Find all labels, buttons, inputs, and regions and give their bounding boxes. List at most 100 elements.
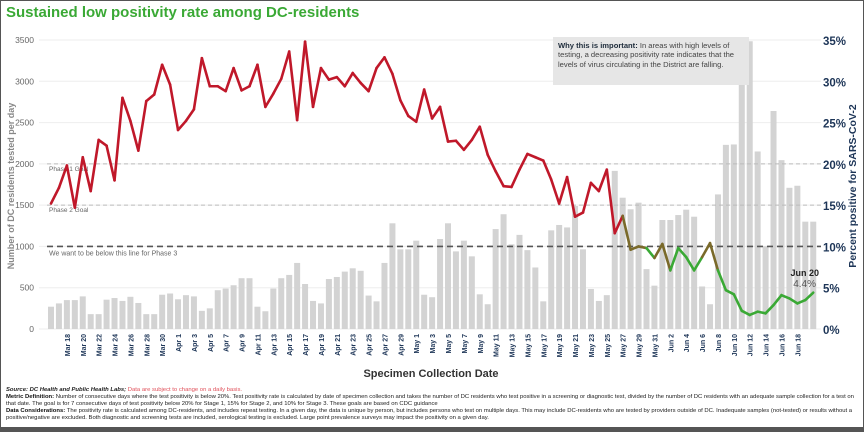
bar-may-14 [516,234,523,329]
x-tick-label: Apr 25 [367,334,374,356]
bar-mar-16 [48,306,54,329]
bar-jun-17 [786,187,793,329]
bar-jun-14 [762,246,769,329]
x-tick-label: Jun 2 [668,334,675,352]
right-tick-label: 25% [823,119,846,131]
line-segment [438,105,450,143]
line-segment [740,309,752,317]
line-segment [502,184,513,189]
bar-mar-31 [167,293,174,329]
line-segment [478,125,490,157]
line-segment [184,108,196,123]
line-segment [335,75,347,88]
line-segment [264,92,275,109]
x-tick-label: Apr 23 [351,334,358,356]
x-tick-label: May 21 [573,334,580,357]
x-tick-label: Apr 17 [303,334,310,356]
bar-may-13 [508,244,515,329]
bar-apr-9 [238,278,245,329]
x-tick-label: Jun 8 [716,334,723,352]
line-segment [653,242,664,260]
line-segment [613,214,624,235]
line-segment [803,291,815,302]
right-tick-label: 20% [823,160,846,172]
bar-may-8 [468,256,475,329]
left-tick-label: 2000 [15,159,34,169]
x-tick-label: May 1 [414,334,421,354]
bar-apr-5 [206,308,213,329]
left-tick-label: 3500 [15,35,34,45]
line-segment [351,71,362,85]
x-tick-label: Jun 14 [764,334,771,356]
bar-apr-7 [222,288,229,329]
line-segment [367,66,378,93]
line-segment [716,269,728,292]
line-segment [399,98,410,118]
line-segment [383,56,394,76]
bar-apr-21 [333,276,340,329]
bar-jun-20 [810,221,817,329]
right-tick-label: 30% [823,77,846,89]
line-segment [272,77,283,95]
line-segment [573,211,585,219]
line-segment [152,63,164,96]
bar-may-3 [429,297,436,329]
bar-apr-18 [310,300,317,329]
x-tick-label: Apr 5 [208,334,215,352]
x-tick-label: Jun 10 [732,334,739,356]
reference-label: Phase 2 Goal [49,207,89,214]
right-tick-label: 35% [823,36,846,48]
x-tick-label: Mar 20 [81,334,88,356]
line-segment [486,153,497,173]
x-tick-label: Mar 30 [160,334,167,356]
line-segment [192,56,204,111]
line-segment [391,72,402,102]
left-axis-ticks: 0 500 1000 1500 2000 2500 3000 3500 [15,35,34,334]
line-segment [637,245,648,250]
reference-label: We want to be below this line for Phase … [49,250,177,257]
right-tick-label: 0% [823,325,840,337]
line-segment [732,293,744,313]
right-tick-label: 5% [823,284,840,296]
source-label: Source: DC Health and Public Health Labs… [6,387,127,393]
line-segment [279,50,291,81]
line-segment [764,303,775,315]
line-segment [414,88,426,124]
bottom-divider [1,427,863,431]
bar-mar-18 [63,300,70,329]
x-tick-label: Apr 15 [287,334,294,356]
bar-apr-15 [286,274,293,329]
x-tick-label: May 27 [621,334,628,357]
line-segment [470,125,482,142]
x-tick-label: Mar 26 [128,334,135,356]
line-segment [406,114,418,124]
line-segment [518,152,529,171]
x-tick-label: Apr 7 [224,334,231,352]
left-tick-label: 3000 [15,76,34,86]
right-axis-title: Percent positive for SARS-CoV-2 [847,104,859,268]
x-tick-label: May 31 [652,334,659,357]
line-segment [144,93,156,103]
bar-may-17 [540,301,547,329]
line-segment [708,241,720,272]
line-segment [105,144,116,182]
bar-mar-28 [143,314,150,329]
x-tick-label: May 11 [494,334,501,357]
line-segment [629,245,640,252]
line-segment [176,119,188,132]
line-segment [621,214,632,252]
left-tick-label: 1000 [15,241,34,251]
bar-may-31 [651,285,658,329]
positivity-chart: Phase 1 Goal Phase 2 Goal We want to be be… [6,35,859,380]
line-segment [430,105,442,120]
line-segment [756,310,767,315]
x-tick-label: May 7 [462,334,469,354]
bar-apr-13 [270,288,277,329]
line-segment [526,152,537,159]
line-segment [788,297,799,305]
line-segment [454,139,466,152]
x-tick-label: May 23 [589,334,596,357]
bar-apr-28 [389,223,396,329]
line-segment [240,84,251,92]
footer-notes: Source: DC Health and Public Health Labs… [6,387,858,422]
